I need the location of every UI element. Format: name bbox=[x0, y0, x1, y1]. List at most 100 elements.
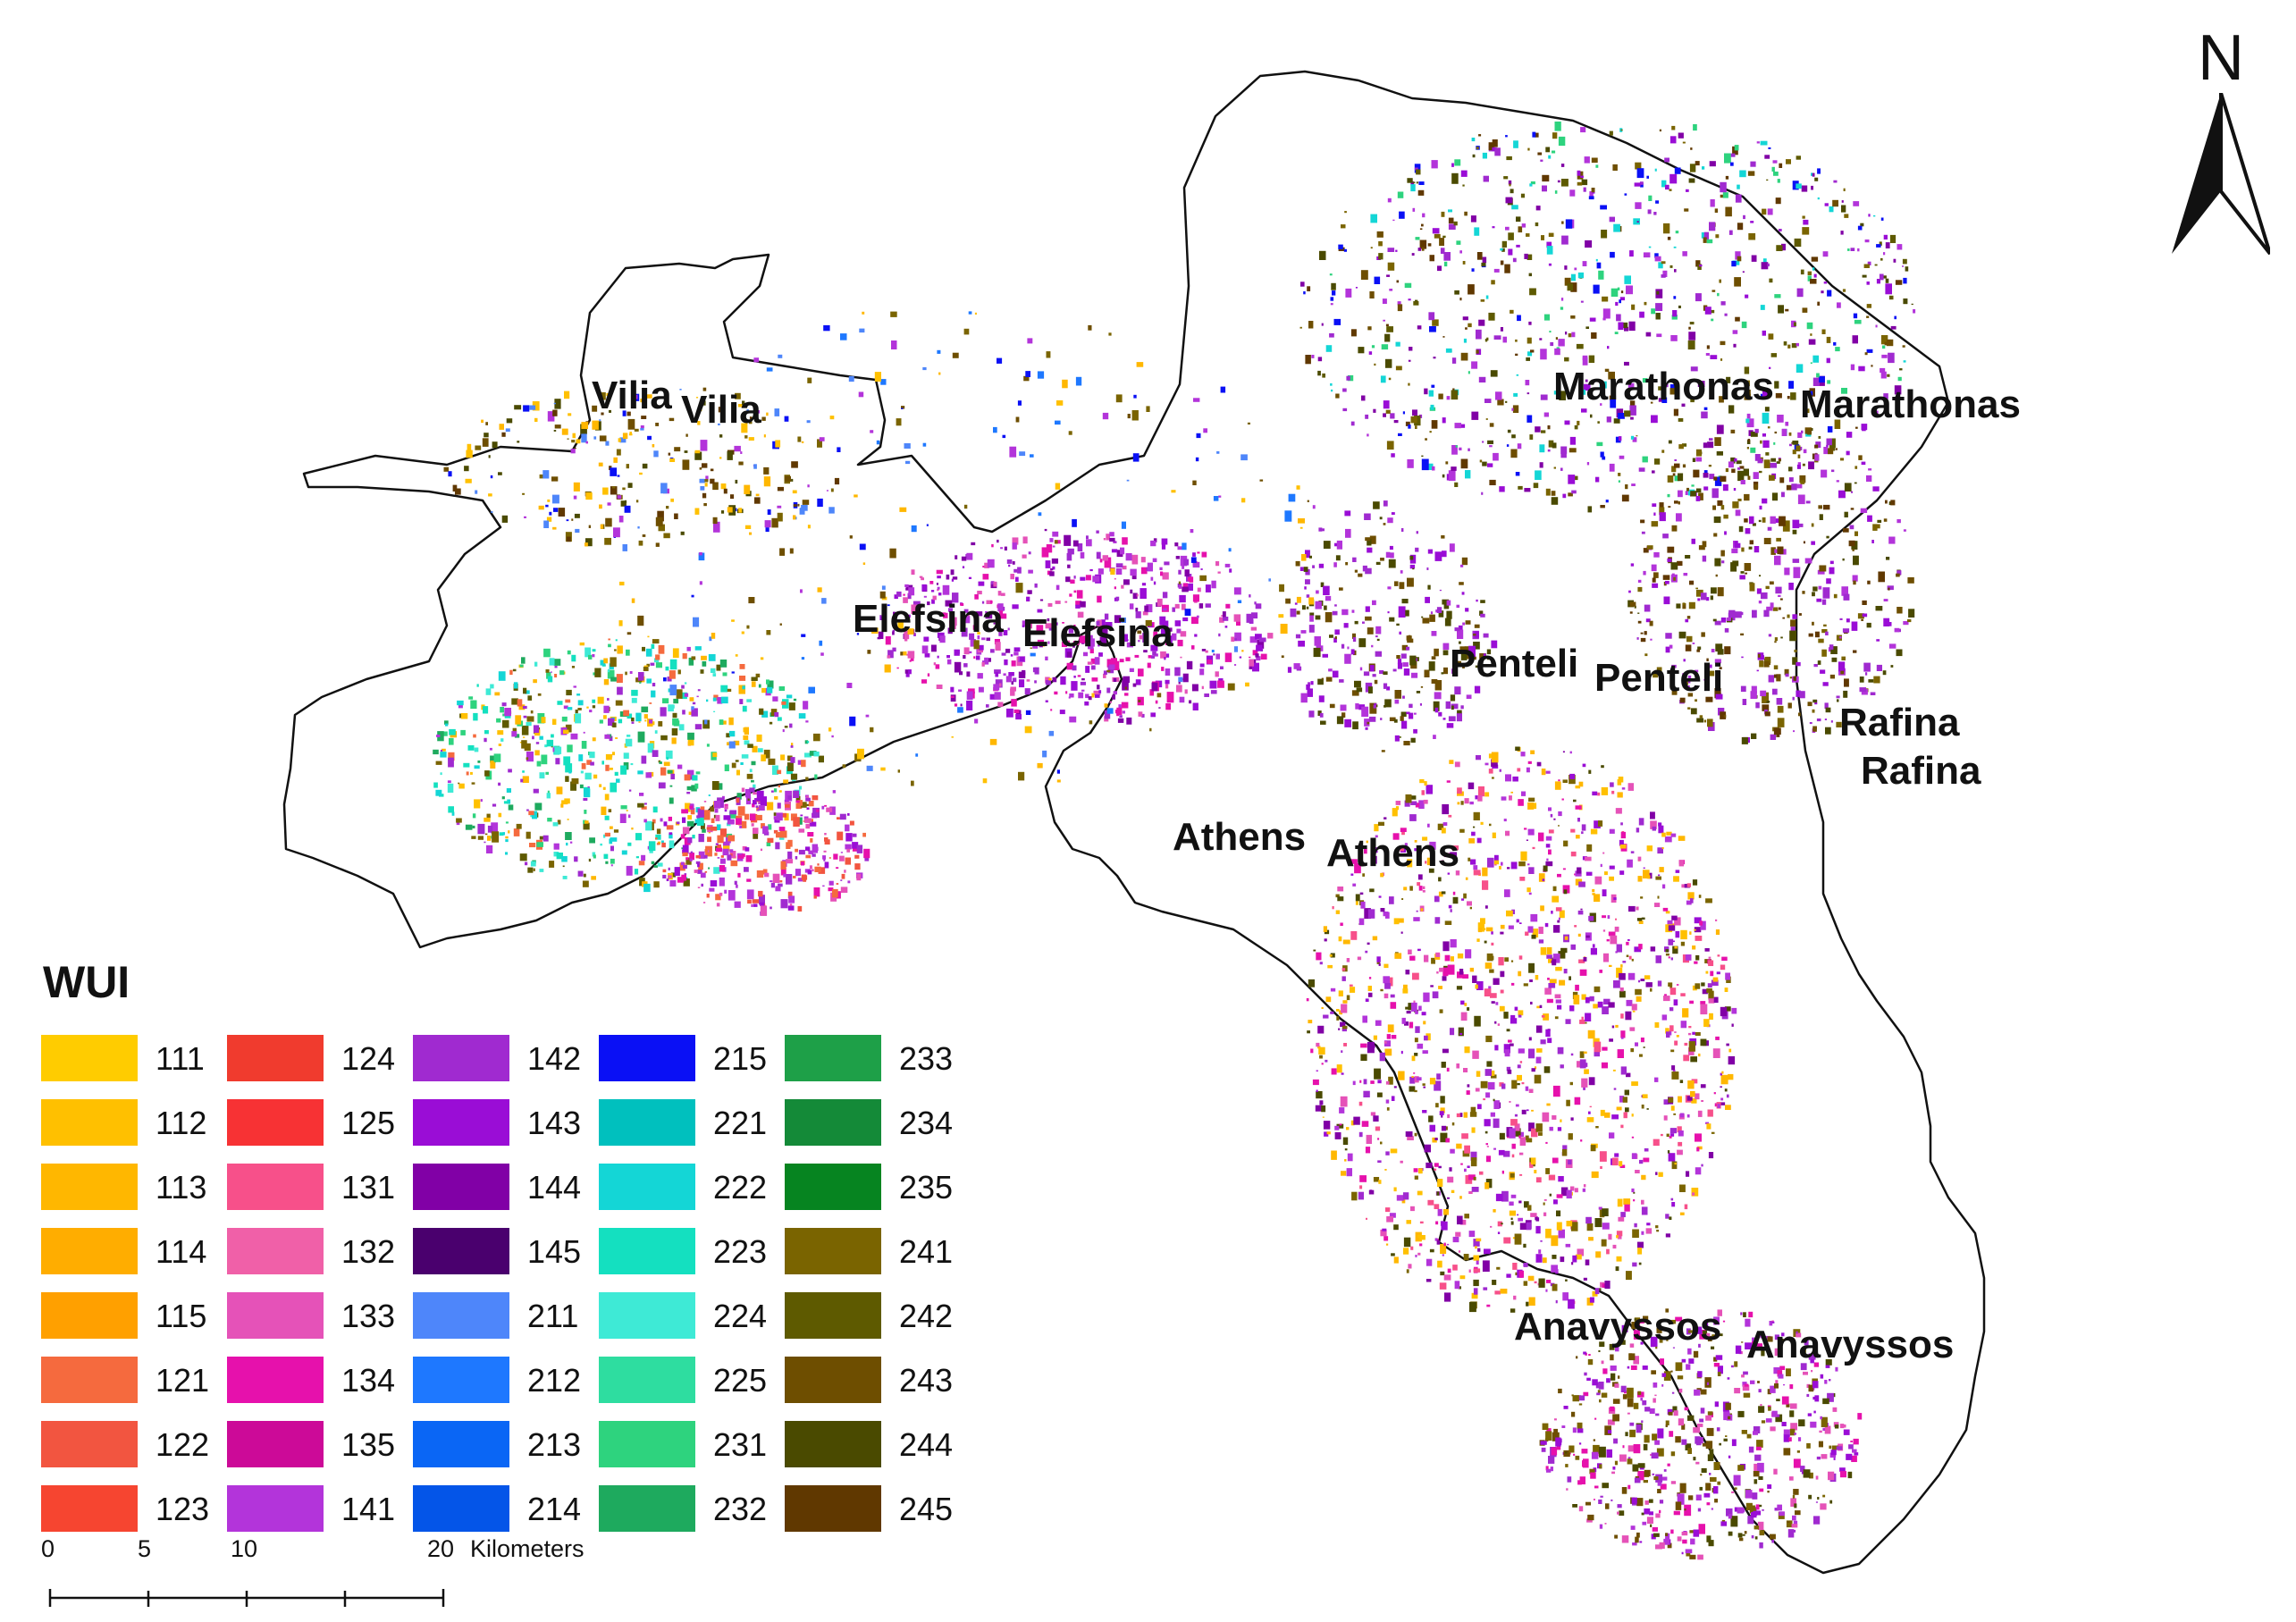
scale-unit: Kilometers bbox=[470, 1535, 585, 1562]
legend-swatch bbox=[599, 1421, 695, 1467]
legend-label: 214 bbox=[527, 1491, 582, 1527]
legend-label: 245 bbox=[899, 1491, 954, 1527]
legend-swatch bbox=[413, 1421, 509, 1467]
legend-swatch bbox=[227, 1228, 324, 1274]
legend-swatch bbox=[227, 1485, 324, 1532]
legend-swatch bbox=[413, 1292, 509, 1339]
legend-swatch bbox=[41, 1164, 138, 1210]
place-label-rafina-2: Rafina bbox=[1861, 749, 1981, 793]
legend-label: 122 bbox=[156, 1426, 210, 1463]
place-label-athens: Athens bbox=[1173, 815, 1307, 859]
legend-label: 211 bbox=[527, 1298, 579, 1334]
legend-swatch bbox=[41, 1485, 138, 1532]
scale-tick-20: 20 bbox=[427, 1535, 455, 1562]
legend-label: 225 bbox=[713, 1362, 768, 1399]
legend-swatch bbox=[41, 1228, 138, 1274]
legend-label: 141 bbox=[341, 1491, 396, 1527]
north-arrow-icon bbox=[2172, 93, 2270, 256]
place-label-marathonas: Marathonas bbox=[1553, 365, 1774, 408]
legend-label: 144 bbox=[527, 1169, 582, 1206]
scale-tick-0: 0 bbox=[41, 1535, 55, 1562]
legend-label: 133 bbox=[341, 1298, 396, 1334]
legend-swatch bbox=[599, 1292, 695, 1339]
place-label-vilia-2: Vilia bbox=[681, 388, 761, 432]
legend-label: 134 bbox=[341, 1362, 396, 1399]
legend-label: 243 bbox=[899, 1362, 954, 1399]
legend-label: 234 bbox=[899, 1105, 954, 1141]
legend-label: 244 bbox=[899, 1426, 954, 1463]
place-label-vilia: Vilia bbox=[592, 374, 672, 417]
legend-label: 242 bbox=[899, 1298, 954, 1334]
scale-bar: 0 5 10 20 Kilometers bbox=[41, 1535, 585, 1607]
legend-label: 112 bbox=[156, 1105, 207, 1141]
legend-label: 123 bbox=[156, 1491, 210, 1527]
legend-swatch bbox=[785, 1099, 881, 1146]
legend: 111 112 113 114 115 121 122 123 124 125 131 132 133 1… bbox=[41, 1035, 980, 1535]
legend-swatch bbox=[413, 1228, 509, 1274]
place-label-athens-2: Athens bbox=[1326, 831, 1460, 875]
place-label-marathonas-2: Marathonas bbox=[1800, 382, 2021, 426]
legend-swatch bbox=[227, 1099, 324, 1146]
legend-swatch bbox=[599, 1228, 695, 1274]
legend-swatch bbox=[227, 1035, 324, 1081]
legend-swatch bbox=[785, 1485, 881, 1532]
legend-swatch bbox=[41, 1099, 138, 1146]
legend-label: 212 bbox=[527, 1362, 582, 1399]
scale-tick-10: 10 bbox=[231, 1535, 258, 1562]
legend-label: 221 bbox=[713, 1105, 768, 1141]
legend-label: 241 bbox=[899, 1233, 954, 1270]
north-label: N bbox=[2198, 22, 2244, 94]
legend-swatch bbox=[785, 1421, 881, 1467]
legend-swatch bbox=[599, 1099, 695, 1146]
legend-label: 231 bbox=[713, 1426, 768, 1463]
north-arrow: N bbox=[2172, 21, 2270, 263]
legend-swatch bbox=[413, 1035, 509, 1081]
legend-label: 132 bbox=[341, 1233, 396, 1270]
legend-label: 143 bbox=[527, 1105, 582, 1141]
legend-label: 235 bbox=[899, 1169, 954, 1206]
legend-label: 224 bbox=[713, 1298, 768, 1334]
legend-swatch bbox=[599, 1035, 695, 1081]
legend-label: 121 bbox=[156, 1362, 210, 1399]
place-label-rafina: Rafina bbox=[1839, 701, 1960, 744]
legend-label: 115 bbox=[156, 1298, 207, 1334]
legend-swatch bbox=[227, 1421, 324, 1467]
legend-label: 124 bbox=[341, 1040, 396, 1077]
legend-swatch bbox=[227, 1292, 324, 1339]
legend-label: 145 bbox=[527, 1233, 582, 1270]
legend-swatch bbox=[413, 1357, 509, 1403]
legend-swatch bbox=[785, 1035, 881, 1081]
legend-swatch bbox=[413, 1099, 509, 1146]
scale-tick-5: 5 bbox=[138, 1535, 152, 1562]
legend-label: 223 bbox=[713, 1233, 768, 1270]
scale-line bbox=[48, 1589, 445, 1607]
legend-label: 222 bbox=[713, 1169, 768, 1206]
legend-swatch bbox=[785, 1228, 881, 1274]
place-label-anavyssos-2: Anavyssos bbox=[1746, 1323, 1955, 1366]
legend-label: 215 bbox=[713, 1040, 768, 1077]
legend-label: 113 bbox=[156, 1169, 207, 1206]
legend-label: 125 bbox=[341, 1105, 396, 1141]
legend-swatch bbox=[41, 1292, 138, 1339]
legend-swatch bbox=[41, 1357, 138, 1403]
wui-patches-layer bbox=[433, 122, 1916, 1560]
legend-swatch bbox=[599, 1164, 695, 1210]
legend-label: 131 bbox=[341, 1169, 396, 1206]
legend-swatch bbox=[785, 1357, 881, 1403]
legend-label: 233 bbox=[899, 1040, 954, 1077]
legend-label: 135 bbox=[341, 1426, 396, 1463]
place-label-penteli: Penteli bbox=[1450, 642, 1579, 685]
legend-swatch bbox=[413, 1164, 509, 1210]
legend-swatch bbox=[227, 1164, 324, 1210]
legend-label: 142 bbox=[527, 1040, 582, 1077]
legend-swatch bbox=[227, 1357, 324, 1403]
legend-swatch bbox=[413, 1485, 509, 1532]
place-label-penteli-2: Penteli bbox=[1594, 656, 1724, 700]
legend-label: 213 bbox=[527, 1426, 582, 1463]
legend-title: WUI bbox=[43, 957, 130, 1007]
place-label-elefsina: Elefsina bbox=[853, 597, 1004, 641]
legend-swatch bbox=[41, 1421, 138, 1467]
legend-label: 232 bbox=[713, 1491, 768, 1527]
legend-swatch bbox=[785, 1292, 881, 1339]
